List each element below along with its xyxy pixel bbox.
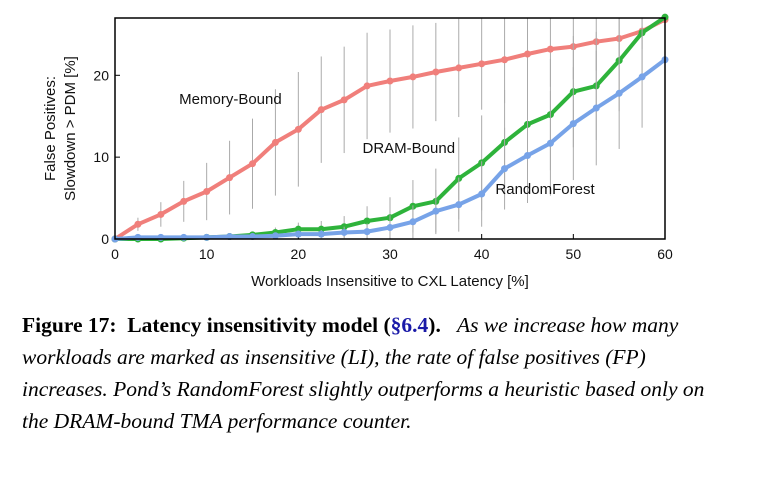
data-point — [203, 233, 211, 241]
y-tick-label: 20 — [93, 67, 109, 83]
data-point — [294, 225, 302, 233]
series-label-dram-bound: DRAM-Bound — [363, 140, 456, 157]
data-point — [271, 232, 279, 240]
x-tick-label: 50 — [566, 246, 582, 262]
data-point — [478, 190, 486, 198]
caption-body: As we increase how many workloads are ma… — [22, 313, 705, 433]
data-point — [478, 60, 486, 68]
data-point — [134, 220, 142, 228]
y-axis-ticks: 0 10 20 — [93, 67, 120, 247]
data-point — [569, 120, 577, 128]
data-point — [501, 165, 509, 173]
data-point — [546, 45, 554, 53]
y-tick-label: 10 — [93, 149, 109, 165]
caption-title-start: Latency insensitivity model ( — [127, 313, 391, 337]
series-layer — [111, 13, 669, 243]
caption-section-link[interactable]: §6.4 — [390, 313, 429, 337]
data-point — [134, 233, 142, 241]
data-point — [409, 73, 417, 81]
data-point — [546, 139, 554, 147]
data-point — [317, 106, 325, 114]
x-axis-ticks: 0 10 20 30 40 50 60 — [111, 234, 673, 262]
y-tick-label: 0 — [101, 231, 109, 247]
data-point — [524, 50, 531, 58]
x-tick-label: 40 — [474, 246, 490, 262]
data-point — [294, 125, 302, 133]
series-label-randomforest: RandomForest — [495, 181, 595, 198]
series-label-memory-bound: Memory-Bound — [179, 91, 282, 108]
y-axis-label-line2: Slowdown > PDM [%] — [62, 56, 79, 201]
data-point — [157, 210, 165, 218]
data-point — [524, 152, 531, 160]
data-point — [615, 89, 623, 97]
x-tick-label: 20 — [291, 246, 307, 262]
data-point — [363, 217, 371, 225]
data-point — [294, 230, 302, 238]
caption-title-end: ). — [428, 313, 441, 337]
data-point — [249, 160, 256, 168]
y-axis-label-line1: False Positives: — [42, 76, 59, 181]
data-point — [432, 207, 440, 215]
data-point — [432, 68, 440, 76]
data-point — [455, 64, 463, 72]
data-point — [638, 73, 646, 81]
data-point — [317, 230, 325, 238]
x-tick-label: 0 — [111, 246, 119, 262]
data-point — [340, 228, 348, 236]
data-point — [363, 82, 371, 90]
data-point — [592, 104, 600, 112]
data-point — [180, 233, 188, 241]
x-tick-label: 30 — [382, 246, 398, 262]
data-point — [271, 138, 279, 146]
data-point — [203, 188, 211, 196]
x-axis-label: Workloads Insensitive to CXL Latency [%] — [251, 273, 529, 290]
data-point — [363, 228, 371, 236]
data-point — [340, 96, 348, 104]
caption-title: Latency insensitivity model (§6.4). — [127, 313, 441, 337]
data-point — [317, 225, 325, 233]
x-tick-label: 60 — [657, 246, 673, 262]
plot-frame — [114, 17, 666, 240]
data-point — [501, 56, 509, 64]
figure-caption: Figure 17: Latency insensitivity model (… — [22, 309, 712, 437]
caption-figure-label: Figure 17: — [22, 313, 117, 337]
data-point — [386, 77, 394, 85]
data-point — [409, 218, 417, 226]
data-point — [157, 233, 165, 241]
data-point — [386, 224, 394, 232]
data-point — [180, 197, 188, 205]
data-point — [455, 201, 463, 209]
data-point — [226, 174, 234, 182]
data-point — [661, 13, 669, 21]
chart: 0 10 20 0 10 20 30 40 50 60 Workloads Insensitiv… — [42, 13, 673, 290]
x-tick-label: 10 — [199, 246, 215, 262]
